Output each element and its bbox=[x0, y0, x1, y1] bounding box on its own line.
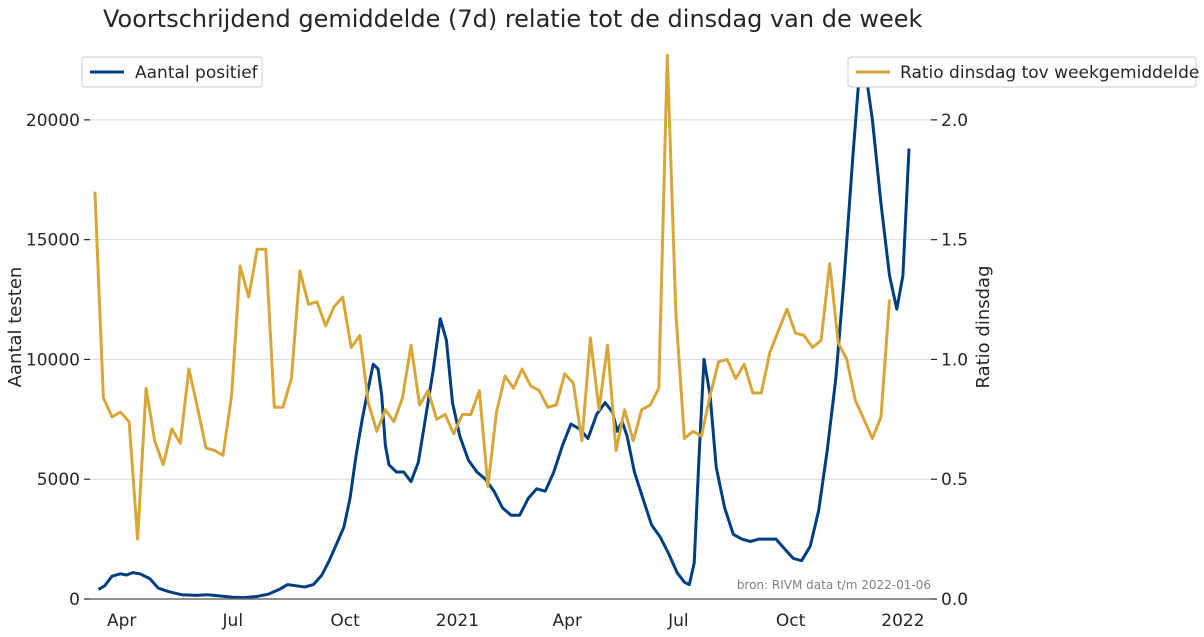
grid bbox=[90, 119, 931, 480]
y-right-tick-label: 0.0 bbox=[941, 590, 968, 610]
x-tick-label: Jul bbox=[222, 611, 244, 631]
legend-left-box bbox=[81, 56, 263, 88]
y-left-tick-label: 10000 bbox=[26, 350, 80, 370]
y-left-tick-label: 5000 bbox=[37, 470, 80, 490]
series-layer bbox=[93, 53, 911, 600]
legend-right: Ratio dinsdag tov weekgemiddelde bbox=[847, 56, 1199, 88]
y-left-tick-label: 15000 bbox=[26, 231, 80, 251]
x-tick-label: Apr bbox=[553, 611, 582, 631]
legend-left-label: Aantal positief bbox=[135, 63, 259, 83]
x-tick-label: 2022 bbox=[881, 611, 924, 631]
legend-right-box bbox=[847, 56, 1197, 88]
x-tick-label: Oct bbox=[330, 611, 360, 631]
y-left-tick-label: 0 bbox=[69, 590, 80, 610]
y-right-tick-label: 1.5 bbox=[941, 231, 968, 251]
x-tick-label: Apr bbox=[107, 611, 136, 631]
chart-title: Voortschrijdend gemiddelde (7d) relatie … bbox=[103, 5, 923, 33]
y-axis-right-label: Ratio dinsdag bbox=[973, 265, 994, 388]
legend-right-label: Ratio dinsdag tov weekgemiddelde bbox=[900, 63, 1199, 83]
series-line-positief bbox=[97, 60, 911, 600]
y-right-tick-label: 0.5 bbox=[941, 470, 968, 490]
axes: 0 5000 10000 15000 20000 0.0 0.5 1.0 1.5 2.0 Apr Ju… bbox=[26, 111, 968, 631]
source-note: bron: RIVM data t/m 2022-01-06 bbox=[737, 578, 931, 592]
y-left-tick-label: 20000 bbox=[26, 111, 80, 131]
x-tick-label: Jul bbox=[667, 611, 689, 631]
y-right-tick-label: 1.0 bbox=[941, 350, 968, 370]
series-line-ratio bbox=[93, 53, 891, 541]
x-tick-label: 2021 bbox=[436, 611, 479, 631]
x-tick-label: Oct bbox=[776, 611, 806, 631]
y-right-tick-label: 2.0 bbox=[941, 111, 968, 131]
legend-left: Aantal positief bbox=[81, 56, 263, 88]
y-axis-left-label: Aantal testen bbox=[5, 267, 26, 388]
